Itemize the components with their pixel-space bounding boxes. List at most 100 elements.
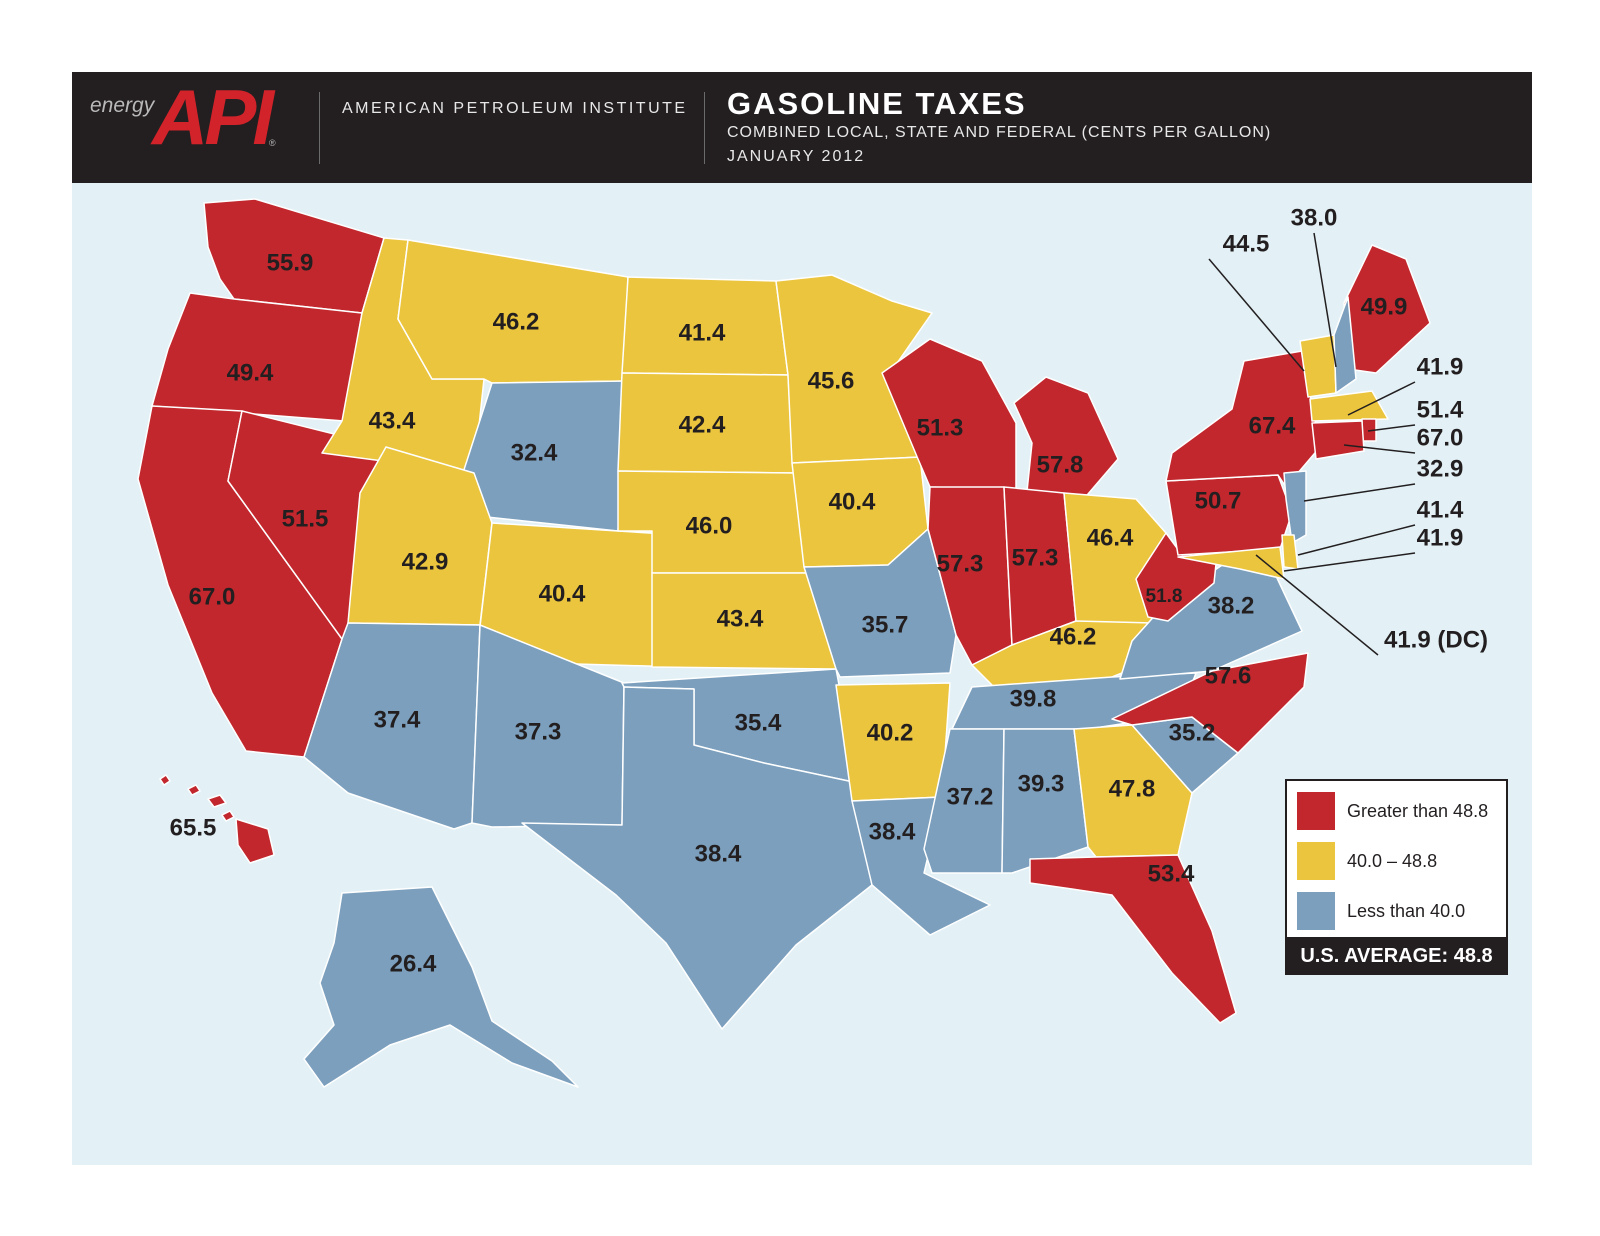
state-hi: [159, 774, 275, 864]
header-bar: energy API ® AMERICAN PETROLEUM INSTITUT…: [72, 72, 1532, 183]
legend-label: Less than 40.0: [1347, 900, 1466, 921]
state-value-nv: 51.5: [282, 505, 329, 532]
header-divider: [704, 92, 705, 164]
state-value-mo: 35.7: [862, 611, 909, 638]
state-value-la: 38.4: [869, 818, 916, 845]
state-ny: [1165, 350, 1321, 488]
callout-line-ri: [1367, 424, 1416, 432]
legend-swatch-middle: [1297, 842, 1335, 880]
callout-line-ct: [1343, 444, 1416, 454]
us-map: 55.9 49.4 67.0 51.5 43.4 46.2 32.4 42.9 40.4 37.4…: [137, 198, 1488, 1088]
state-value-ga: 47.8: [1109, 775, 1156, 802]
map-area: 55.9 49.4 67.0 51.5 43.4 46.2 32.4 42.9 40.4 37.4…: [72, 183, 1532, 1165]
state-or: [151, 292, 363, 422]
state-fl: [1029, 854, 1237, 1024]
state-value-oh: 46.4: [1087, 524, 1134, 551]
state-value-wy: 32.4: [511, 439, 558, 466]
callout-value-vt: 44.5: [1223, 230, 1270, 257]
registered-mark: ®: [269, 138, 276, 148]
state-value-ms: 37.2: [947, 783, 994, 810]
legend: Greater than 48.8 40.0 – 48.8 Less than …: [1285, 779, 1508, 939]
state-value-mn: 45.6: [808, 367, 855, 394]
callout-line-md: [1283, 552, 1416, 572]
state-nj: [1283, 470, 1307, 544]
state-value-ar: 40.2: [867, 719, 914, 746]
callout-line-de: [1297, 524, 1416, 556]
state-wi: [881, 338, 1017, 490]
callout-line-nj: [1303, 483, 1416, 502]
api-logo: API: [152, 73, 274, 161]
header-divider: [319, 92, 320, 164]
page-title: GASOLINE TAXES: [727, 86, 1027, 121]
legend-label: 40.0 – 48.8: [1347, 850, 1438, 871]
legend-item-middle: 40.0 – 48.8: [1297, 842, 1437, 880]
callout-line-ma: [1347, 381, 1416, 416]
state-ms: [923, 728, 1005, 874]
state-value-va: 38.2: [1208, 592, 1255, 619]
state-value-ky: 46.2: [1050, 623, 1097, 650]
state-value-az: 37.4: [374, 706, 421, 733]
logo-energy-text: energy: [90, 94, 155, 117]
callout-value-ct: 67.0: [1417, 424, 1464, 451]
callout-line-vt: [1208, 258, 1305, 372]
state-md: [1177, 546, 1285, 580]
state-value-hi: 65.5: [170, 814, 217, 841]
legend-item-less: Less than 40.0: [1297, 892, 1465, 930]
state-value-id: 43.4: [369, 407, 416, 434]
state-value-wv: 51.8: [1146, 586, 1183, 607]
state-nh: [1333, 296, 1357, 394]
state-value-ne: 46.0: [686, 512, 733, 539]
state-value-al: 39.3: [1018, 770, 1065, 797]
state-value-wa: 55.9: [267, 249, 314, 276]
state-value-mi: 57.8: [1037, 451, 1084, 478]
state-value-pa: 50.7: [1195, 487, 1242, 514]
callout-value-md: 41.9: [1417, 524, 1464, 551]
state-value-ak: 26.4: [390, 950, 437, 977]
state-value-sd: 42.4: [679, 411, 726, 438]
state-tx: [521, 686, 873, 1030]
state-value-fl: 53.4: [1148, 860, 1195, 887]
callout-value-ma: 41.9: [1417, 353, 1464, 380]
state-value-co: 40.4: [539, 580, 586, 607]
state-al: [1001, 728, 1089, 874]
callout-value-nh: 38.0: [1291, 204, 1338, 231]
legend-swatch-less: [1297, 892, 1335, 930]
state-value-tx: 38.4: [695, 840, 742, 867]
state-mi: [1013, 376, 1119, 502]
callout-value-de: 41.4: [1417, 496, 1464, 523]
state-value-il: 57.3: [937, 550, 984, 577]
state-value-ca: 67.0: [189, 583, 236, 610]
callout-line-nh: [1313, 232, 1337, 368]
us-average-badge: U.S. AVERAGE: 48.8: [1285, 937, 1508, 975]
state-value-nd: 41.4: [679, 319, 726, 346]
callout-line-dc: [1255, 554, 1379, 656]
state-value-mt: 46.2: [493, 308, 540, 335]
state-value-ok: 35.4: [735, 709, 782, 736]
legend-label: Greater than 48.8: [1347, 800, 1489, 821]
page-date: JANUARY 2012: [727, 148, 866, 165]
state-mo: [803, 528, 957, 678]
state-shapes: [137, 198, 1431, 1088]
legend-swatch-greater: [1297, 792, 1335, 830]
state-value-me: 49.9: [1361, 293, 1408, 320]
legend-item-greater: Greater than 48.8: [1297, 792, 1488, 830]
callout-value-ri: 51.4: [1417, 396, 1464, 423]
state-value-sc: 35.2: [1169, 719, 1216, 746]
state-value-ia: 40.4: [829, 488, 876, 515]
callout-value-nj: 32.9: [1417, 455, 1464, 482]
state-value-nm: 37.3: [515, 718, 562, 745]
state-ak: [303, 886, 579, 1088]
state-value-nc: 57.6: [1205, 662, 1252, 689]
state-ct: [1311, 420, 1365, 460]
state-value-in: 57.3: [1012, 544, 1059, 571]
callout-value-dc: 41.9 (DC): [1384, 626, 1488, 653]
state-nc: [1111, 652, 1309, 754]
state-value-ny: 67.4: [1249, 412, 1296, 439]
state-labels: 55.9 49.4 67.0 51.5 43.4 46.2 32.4 42.9 40.4 37.4…: [170, 204, 1488, 977]
state-value-ks: 43.4: [717, 605, 764, 632]
state-value-ut: 42.9: [402, 548, 449, 575]
organization-name: AMERICAN PETROLEUM INSTITUTE: [342, 100, 688, 117]
state-value-or: 49.4: [227, 359, 274, 386]
state-value-wi: 51.3: [917, 414, 964, 441]
state-ma: [1309, 390, 1389, 422]
